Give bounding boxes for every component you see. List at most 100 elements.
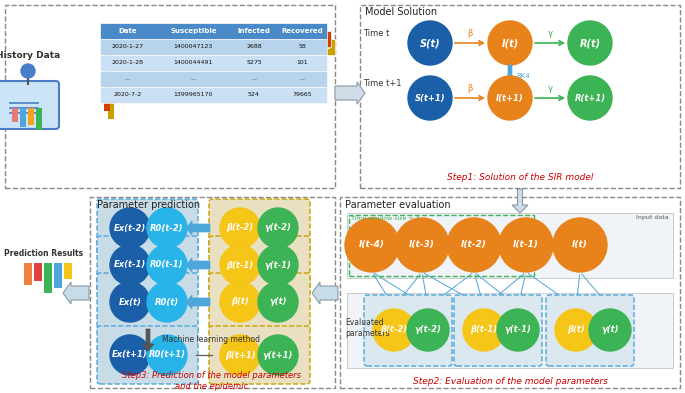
Text: S(t+1): S(t+1)	[414, 94, 445, 103]
Bar	[90, 197, 335, 388]
Circle shape	[345, 218, 399, 272]
Bar	[349, 215, 534, 276]
Circle shape	[147, 282, 187, 322]
Circle shape	[568, 21, 612, 65]
Bar	[64, 263, 72, 279]
Text: I(t+1): I(t+1)	[496, 94, 524, 103]
Bar	[340, 197, 680, 388]
FancyBboxPatch shape	[0, 81, 59, 129]
Text: Susceptible: Susceptible	[178, 44, 225, 50]
Text: β: β	[467, 29, 473, 38]
Text: Input data: Input data	[636, 215, 669, 220]
Text: Ex(t-1): Ex(t-1)	[114, 261, 146, 270]
Text: Time window size = 3: Time window size = 3	[351, 215, 420, 220]
Text: 5275: 5275	[246, 61, 262, 66]
FancyArrow shape	[512, 189, 528, 213]
Text: I(t-3): I(t-3)	[409, 241, 435, 250]
Text: Recovered: Recovered	[281, 28, 323, 34]
Text: Ex(t-2): Ex(t-2)	[114, 224, 146, 233]
Text: β(t-1): β(t-1)	[227, 261, 253, 270]
FancyArrow shape	[312, 282, 338, 304]
Text: Evaluated
parameters: Evaluated parameters	[345, 318, 390, 338]
Bar	[108, 39, 335, 55]
Circle shape	[395, 218, 449, 272]
Circle shape	[447, 218, 501, 272]
Circle shape	[463, 309, 505, 351]
Text: Infected: Infected	[245, 44, 278, 50]
FancyBboxPatch shape	[209, 273, 310, 331]
Text: γ(t-1): γ(t-1)	[505, 325, 532, 334]
Bar	[24, 263, 32, 285]
Circle shape	[220, 245, 260, 285]
Text: Machine learning method: Machine learning method	[162, 334, 260, 343]
FancyBboxPatch shape	[97, 199, 198, 257]
Circle shape	[258, 282, 298, 322]
Text: Ex(t): Ex(t)	[119, 298, 141, 307]
Text: Date: Date	[126, 44, 145, 50]
Bar	[104, 31, 331, 47]
Text: Susceptible: Susceptible	[174, 36, 221, 42]
Circle shape	[110, 208, 150, 248]
Text: 2020-7-2: 2020-7-2	[114, 92, 142, 97]
FancyArrow shape	[186, 258, 210, 272]
Circle shape	[408, 76, 452, 120]
Circle shape	[147, 335, 187, 375]
FancyBboxPatch shape	[209, 199, 310, 257]
Text: γ(t): γ(t)	[601, 325, 619, 334]
FancyBboxPatch shape	[97, 273, 198, 331]
FancyArrow shape	[335, 82, 365, 104]
Circle shape	[147, 208, 187, 248]
Text: Model Solution: Model Solution	[365, 7, 437, 17]
FancyArrow shape	[505, 65, 515, 95]
Text: 2020-1-28: 2020-1-28	[112, 61, 143, 66]
Text: β(t): β(t)	[567, 325, 585, 334]
Text: γ: γ	[547, 84, 553, 93]
Text: Step3: Prediction of the model parameters
and the epidemic: Step3: Prediction of the model parameter…	[123, 371, 301, 391]
Text: 2020-1-27: 2020-1-27	[112, 44, 144, 50]
Text: γ(t-2): γ(t-2)	[264, 224, 291, 233]
Bar	[360, 5, 680, 188]
Bar	[5, 5, 335, 188]
Text: Ex(t+1): Ex(t+1)	[112, 351, 148, 360]
Bar	[100, 23, 327, 39]
Text: 58: 58	[298, 44, 306, 50]
Bar	[34, 263, 42, 281]
Text: Time t+1: Time t+1	[363, 79, 401, 88]
Circle shape	[258, 335, 298, 375]
Text: I(t-1): I(t-1)	[513, 241, 539, 250]
Circle shape	[110, 282, 150, 322]
Circle shape	[553, 218, 607, 272]
Circle shape	[488, 21, 532, 65]
Circle shape	[258, 245, 298, 285]
Text: I(t): I(t)	[572, 241, 588, 250]
Text: Parameter prediction: Parameter prediction	[97, 200, 200, 210]
FancyBboxPatch shape	[454, 295, 542, 366]
Text: Step1: Solution of the SIR model: Step1: Solution of the SIR model	[447, 173, 593, 182]
Text: β(t+1): β(t+1)	[225, 351, 256, 360]
Circle shape	[147, 245, 187, 285]
Text: 1400044491: 1400044491	[174, 61, 213, 66]
Circle shape	[568, 76, 612, 120]
Text: R0(t-2): R0(t-2)	[150, 224, 184, 233]
Circle shape	[110, 335, 150, 375]
Bar	[44, 263, 52, 293]
Circle shape	[258, 208, 298, 248]
Circle shape	[110, 245, 150, 285]
Circle shape	[408, 21, 452, 65]
Circle shape	[488, 76, 532, 120]
Circle shape	[589, 309, 631, 351]
Text: γ(t-1): γ(t-1)	[264, 261, 291, 270]
Text: 1399965170: 1399965170	[174, 92, 213, 97]
Circle shape	[220, 282, 260, 322]
Text: Infected: Infected	[238, 28, 271, 34]
Circle shape	[21, 64, 35, 78]
Bar	[347, 213, 673, 278]
Text: R0(t): R0(t)	[155, 298, 179, 307]
Text: 1400047123: 1400047123	[174, 44, 213, 50]
FancyArrow shape	[142, 329, 154, 351]
Text: Date: Date	[122, 36, 141, 42]
Bar	[347, 293, 673, 368]
Bar	[100, 87, 327, 103]
FancyArrow shape	[186, 295, 210, 309]
Bar	[100, 55, 327, 71]
